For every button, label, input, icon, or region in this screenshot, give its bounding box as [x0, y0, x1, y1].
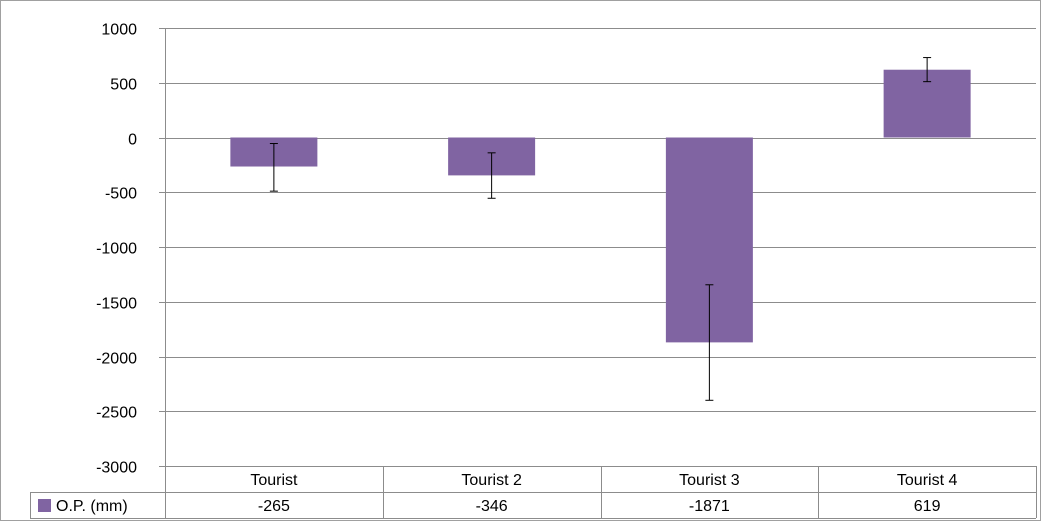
- bars: [230, 57, 971, 401]
- y-tick-label: -1500: [96, 296, 137, 313]
- y-tick-label: 0: [128, 132, 137, 149]
- y-tick-label: 1000: [101, 22, 137, 39]
- legend-label: O.P. (mm): [56, 498, 128, 515]
- y-tick-label: -2500: [96, 405, 137, 422]
- category-label: Tourist: [250, 472, 298, 489]
- y-tick-label: 500: [110, 77, 137, 94]
- data-label: -346: [476, 498, 508, 515]
- data-label: -265: [258, 498, 290, 515]
- axes: 1000 500 0 -500 -1000 -1500 -2000 -2500 -3000: [96, 22, 166, 477]
- category-label: Tourist 2: [461, 472, 522, 489]
- y-tick-label: -500: [105, 186, 137, 203]
- category-label: Tourist 4: [897, 472, 958, 489]
- y-tick-label: -3000: [96, 460, 137, 477]
- category-label: Tourist 3: [679, 472, 740, 489]
- data-table: Tourist Tourist 2 Tourist 3 Tourist 4 O.P. (…: [30, 466, 1037, 519]
- y-tick-label: -2000: [96, 351, 137, 368]
- legend-key: [38, 499, 51, 512]
- data-label: -1871: [689, 498, 730, 515]
- data-label: 619: [914, 498, 941, 515]
- y-tick-label: -1000: [96, 241, 137, 258]
